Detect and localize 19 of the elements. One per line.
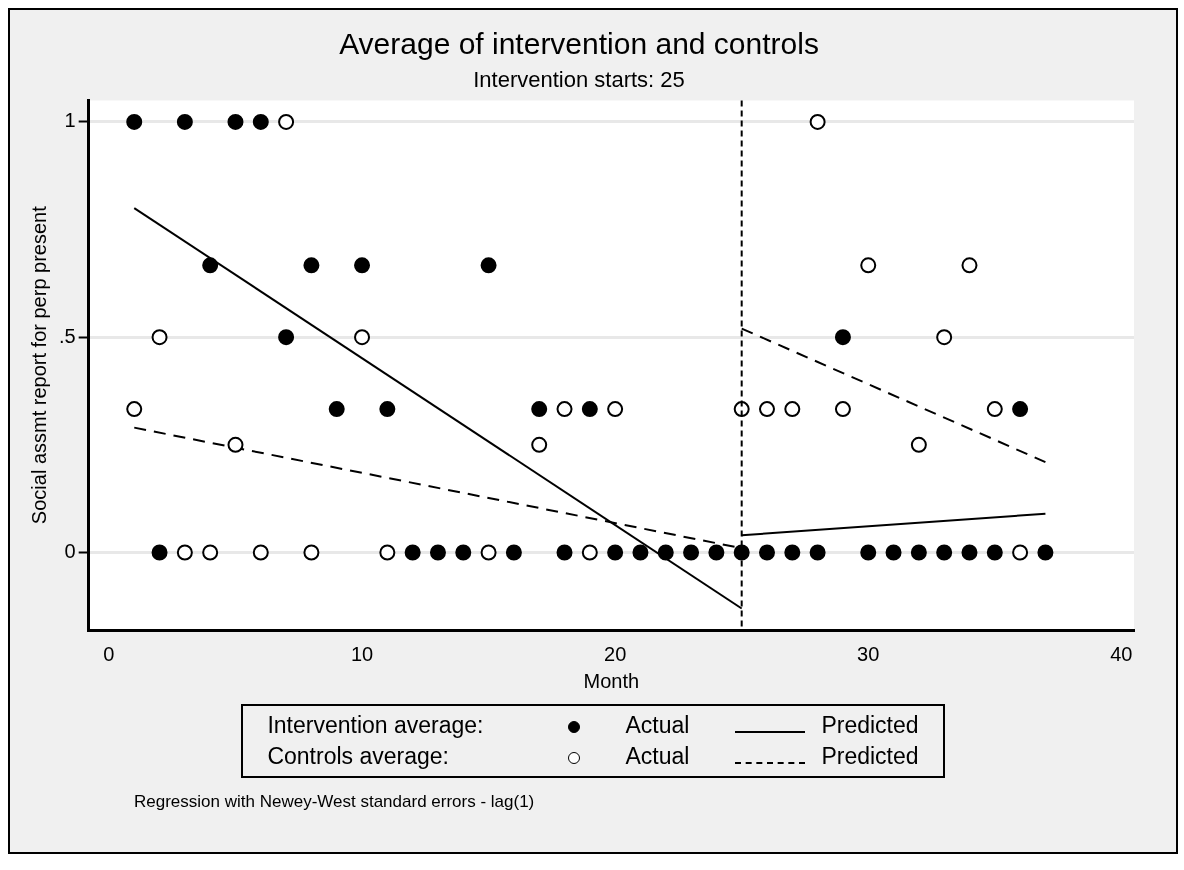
text: Controls average: [267,743,450,770]
x-tick-label: 20 [604,642,627,665]
legend-label: Predicted [821,712,919,739]
legend-label: Actual [625,712,690,739]
x-tick-label: 40 [1110,642,1133,665]
legend-label: Predicted [821,743,919,770]
x-tick-label: 0 [103,642,115,665]
chart-subtitle: Intervention starts: 25 [473,67,685,93]
y-tick-label: 0 [64,540,76,563]
text: Intervention average: [267,712,484,739]
chart-title: Average of intervention and controls [339,27,819,61]
y-tick-label: 1 [64,109,76,132]
x-axis-title: Month [583,669,640,692]
y-axis-title: Social assmt report for perp present [27,205,50,525]
text: Regression with Newey-West standard errors - lag(1) [134,792,536,812]
x-tick-label: 10 [350,642,374,665]
x-tick-label: 30 [857,642,880,665]
y-tick-label: .5 [58,324,76,347]
legend-label: Actual [625,743,690,770]
